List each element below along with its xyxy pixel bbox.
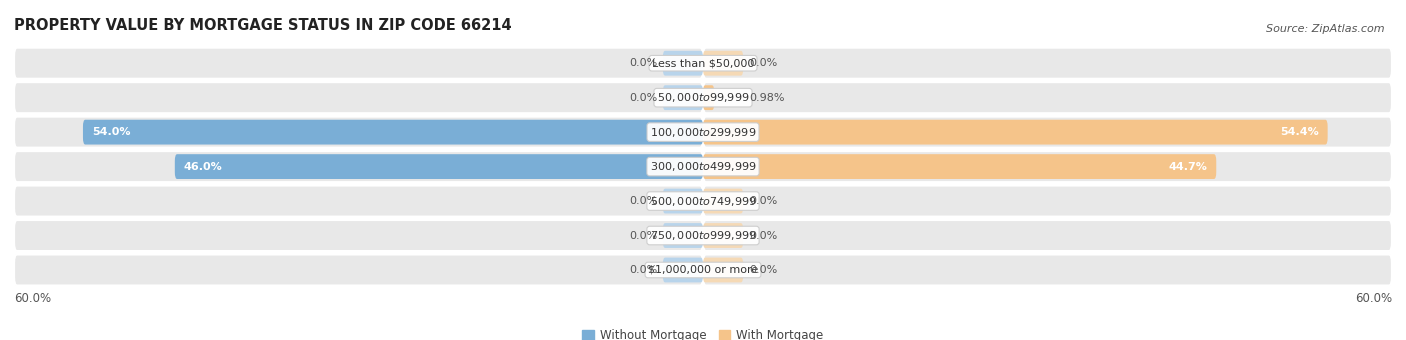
FancyBboxPatch shape (703, 85, 714, 110)
FancyBboxPatch shape (14, 220, 703, 251)
Text: 54.0%: 54.0% (93, 127, 131, 137)
Text: Source: ZipAtlas.com: Source: ZipAtlas.com (1267, 24, 1385, 34)
FancyBboxPatch shape (83, 120, 703, 144)
FancyBboxPatch shape (662, 258, 703, 283)
FancyBboxPatch shape (662, 189, 703, 214)
Legend: Without Mortgage, With Mortgage: Without Mortgage, With Mortgage (582, 329, 824, 340)
FancyBboxPatch shape (14, 48, 703, 79)
FancyBboxPatch shape (703, 117, 1392, 148)
FancyBboxPatch shape (703, 154, 1216, 179)
Text: 54.4%: 54.4% (1279, 127, 1319, 137)
FancyBboxPatch shape (703, 48, 1392, 79)
Text: $100,000 to $299,999: $100,000 to $299,999 (650, 126, 756, 139)
FancyBboxPatch shape (14, 254, 703, 286)
FancyBboxPatch shape (703, 120, 1327, 144)
FancyBboxPatch shape (703, 254, 1392, 286)
Text: 60.0%: 60.0% (1355, 292, 1392, 305)
Text: 0.0%: 0.0% (628, 93, 657, 103)
FancyBboxPatch shape (703, 151, 1392, 182)
Text: $300,000 to $499,999: $300,000 to $499,999 (650, 160, 756, 173)
FancyBboxPatch shape (703, 186, 1392, 217)
FancyBboxPatch shape (703, 82, 1392, 113)
Text: 0.0%: 0.0% (628, 265, 657, 275)
Text: 0.0%: 0.0% (749, 231, 778, 240)
FancyBboxPatch shape (14, 117, 703, 148)
FancyBboxPatch shape (662, 85, 703, 110)
FancyBboxPatch shape (174, 154, 703, 179)
FancyBboxPatch shape (703, 51, 744, 75)
Text: $750,000 to $999,999: $750,000 to $999,999 (650, 229, 756, 242)
Text: PROPERTY VALUE BY MORTGAGE STATUS IN ZIP CODE 66214: PROPERTY VALUE BY MORTGAGE STATUS IN ZIP… (14, 18, 512, 33)
FancyBboxPatch shape (14, 151, 703, 182)
Text: 0.0%: 0.0% (749, 196, 778, 206)
FancyBboxPatch shape (703, 189, 744, 214)
Text: 0.0%: 0.0% (628, 231, 657, 240)
Text: 44.7%: 44.7% (1168, 162, 1208, 172)
FancyBboxPatch shape (14, 186, 703, 217)
Text: $1,000,000 or more: $1,000,000 or more (648, 265, 758, 275)
FancyBboxPatch shape (703, 258, 744, 283)
FancyBboxPatch shape (14, 82, 703, 113)
Text: 0.98%: 0.98% (749, 93, 785, 103)
FancyBboxPatch shape (703, 220, 1392, 251)
FancyBboxPatch shape (703, 223, 744, 248)
Text: 0.0%: 0.0% (628, 196, 657, 206)
FancyBboxPatch shape (662, 223, 703, 248)
Text: 46.0%: 46.0% (184, 162, 222, 172)
Text: 0.0%: 0.0% (749, 58, 778, 68)
Text: 0.0%: 0.0% (628, 58, 657, 68)
Text: 0.0%: 0.0% (749, 265, 778, 275)
Text: $500,000 to $749,999: $500,000 to $749,999 (650, 194, 756, 207)
FancyBboxPatch shape (662, 51, 703, 75)
Text: 60.0%: 60.0% (14, 292, 51, 305)
Text: Less than $50,000: Less than $50,000 (652, 58, 754, 68)
Text: $50,000 to $99,999: $50,000 to $99,999 (657, 91, 749, 104)
